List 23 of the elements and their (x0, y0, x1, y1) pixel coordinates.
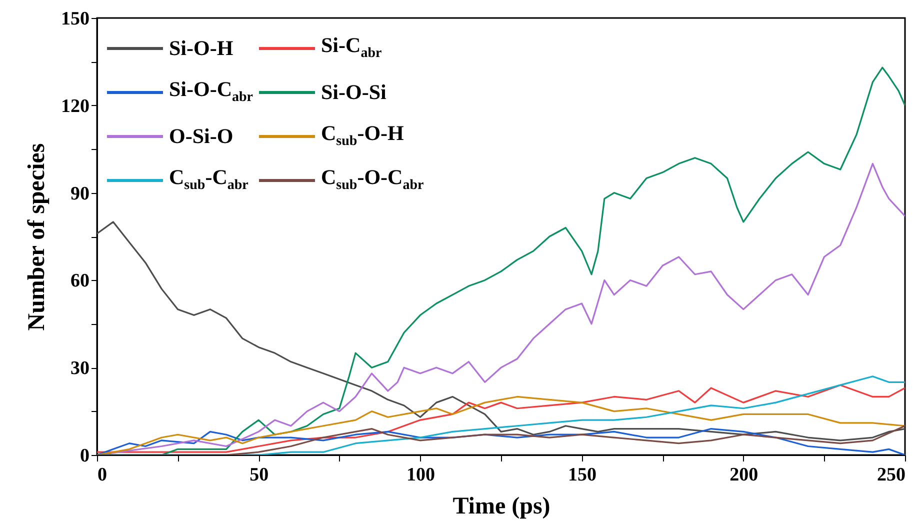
x-tick-label: 0 (98, 464, 107, 486)
y-tick-label: 60 (70, 270, 90, 292)
line-series (97, 221, 905, 442)
legend-label: C$_{sub}$-O-H (321, 121, 404, 151)
x-tick-label: 100 (406, 464, 435, 486)
x-axis-title: Time (ps) (452, 494, 550, 520)
legend-label: Si-C$_{abr}$ (321, 33, 382, 63)
y-tick-label: 30 (70, 358, 90, 380)
y-tick-label: 120 (61, 96, 90, 117)
x-tick-label: 150 (568, 464, 597, 486)
y-tick-label: 0 (80, 446, 90, 466)
x-tick-label: 250 (877, 464, 906, 486)
y-tick-label: 90 (70, 183, 90, 204)
x-tick-label: 50 (250, 464, 269, 486)
legend-label: C$_{sub}$-C$_{abr}$ (169, 165, 248, 195)
legend-label: Si-O-C$_{abr}$ (169, 77, 253, 107)
legend-label: C$_{sub}$-O-C$_{abr}$ (321, 165, 424, 195)
legend-label: Si-O-Si (321, 80, 386, 104)
y-axis-title: Number of species (24, 143, 50, 331)
y-tick-label: 150 (61, 8, 90, 30)
legend-label: O-Si-O (169, 124, 234, 148)
x-tick-label: 200 (730, 464, 758, 486)
legend-label: Si-O-H (169, 36, 234, 60)
